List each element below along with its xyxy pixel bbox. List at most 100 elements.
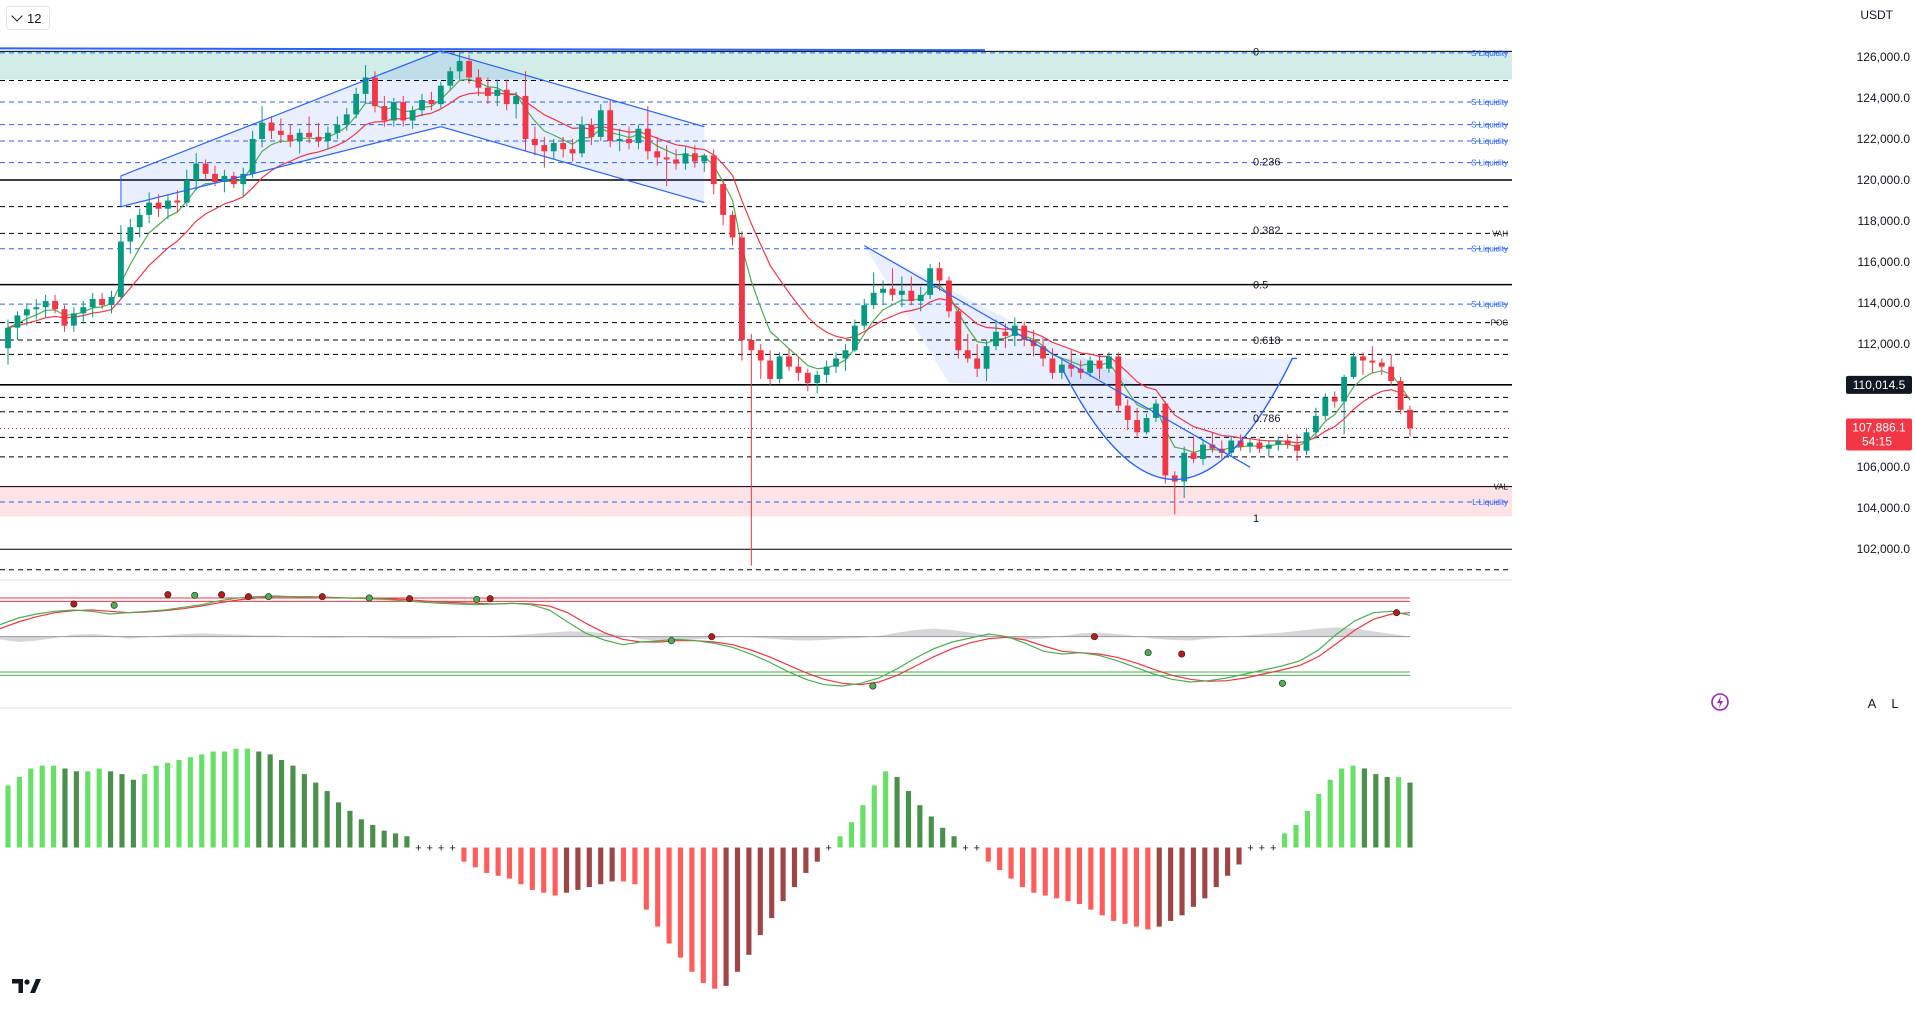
macd-hist-bar	[222, 751, 228, 848]
macd-hist-bar	[1384, 776, 1390, 848]
candle	[494, 79, 501, 107]
candle-body	[1294, 444, 1301, 451]
candle-body	[522, 95, 529, 139]
macd-hist-bar	[620, 847, 627, 882]
macd-hist-bar	[1350, 765, 1356, 848]
candle-body	[409, 110, 416, 121]
macd-hist-bar	[1156, 847, 1162, 927]
auto-scale-button[interactable]: A	[1867, 695, 1877, 711]
macd-hist-bar	[199, 754, 205, 848]
candle-body	[466, 61, 472, 78]
candle-body	[814, 374, 821, 384]
macd-hist-bar	[313, 782, 319, 848]
candle	[33, 298, 40, 320]
candle-body	[654, 151, 661, 158]
candle	[1002, 323, 1009, 349]
candle	[1247, 438, 1253, 453]
macd-hist-bar	[108, 771, 114, 848]
candle-body	[1200, 444, 1206, 459]
candle	[259, 106, 265, 148]
bearish-cross-marker	[708, 633, 716, 641]
candle-body	[1360, 356, 1366, 361]
candle-body	[287, 134, 294, 142]
macd-hist-bar	[951, 836, 957, 848]
macd-hist-bar	[632, 847, 638, 885]
liquidity-label: S Liquidity	[1471, 121, 1508, 130]
macd-cross-mark: +	[962, 843, 968, 855]
trend-lines	[120, 50, 1298, 481]
macd-cross-mark: +	[825, 843, 831, 855]
candle-body	[1378, 362, 1385, 367]
bullish-cross-marker	[365, 594, 373, 602]
candle-body	[644, 128, 651, 152]
candle	[353, 87, 360, 119]
candle	[898, 276, 905, 308]
macd-hist-bar	[381, 830, 387, 848]
candle	[136, 208, 143, 238]
macd-hist-bar	[142, 774, 148, 848]
candle	[230, 171, 237, 189]
candle-body	[1115, 356, 1122, 406]
candle-body	[1181, 452, 1188, 482]
candle-body	[1021, 325, 1028, 340]
lightning-icon[interactable]	[1710, 692, 1730, 712]
candle	[1096, 354, 1103, 379]
candle-body	[710, 155, 717, 185]
candle-body	[212, 173, 218, 183]
macd-hist-bar	[28, 768, 34, 848]
candle-body	[447, 71, 454, 86]
interval-selector[interactable]: 12	[6, 6, 51, 30]
macd-hist-bar	[1145, 847, 1151, 930]
price-tick-label: 112,000.0	[1858, 337, 1911, 351]
bullish-cross-marker	[265, 593, 273, 601]
log-scale-button[interactable]: L	[1891, 695, 1899, 711]
bearish-cross-marker	[1090, 633, 1098, 641]
candle	[334, 116, 341, 139]
falling-channel-lower	[440, 126, 705, 204]
price-tick-label: 116,000.0	[1858, 255, 1911, 269]
macd-hist-bar	[484, 847, 490, 873]
candle	[522, 71, 529, 152]
macd-hist-bar	[1282, 833, 1288, 848]
liquidity-label: L Liquidity	[1472, 498, 1508, 507]
macd-hist-bar	[518, 847, 524, 885]
tradingview-logo-icon	[12, 979, 41, 993]
macd-hist-bar	[1054, 847, 1060, 899]
candle	[466, 54, 472, 84]
macd-hist-bar	[746, 847, 752, 955]
candle-body	[833, 358, 839, 367]
fib-label: 1	[1253, 513, 1259, 525]
macd-hist-bar	[210, 751, 216, 848]
candle-body	[268, 122, 275, 131]
candle-body	[353, 93, 360, 115]
candle-body	[428, 100, 435, 105]
rising-channel-lower	[120, 126, 441, 208]
candle-body	[889, 288, 896, 295]
candle-body	[1284, 440, 1291, 445]
macd-hist-bar	[1361, 768, 1367, 848]
candle-body	[1011, 325, 1018, 336]
candle	[287, 124, 294, 148]
candle	[607, 100, 614, 148]
candle	[390, 97, 397, 127]
quote-currency[interactable]: USDT	[1860, 8, 1893, 22]
bearish-cross-marker	[1393, 609, 1401, 617]
candle	[249, 130, 256, 178]
candle	[833, 352, 839, 373]
candle-body	[1105, 356, 1112, 369]
candle-body	[635, 128, 642, 144]
candle	[691, 145, 698, 168]
candle	[183, 169, 190, 207]
candle	[155, 194, 162, 217]
candle-body	[61, 309, 68, 326]
macd-hist-bar	[1099, 847, 1105, 916]
candle-body	[1190, 452, 1197, 459]
candle	[42, 294, 49, 318]
candle	[701, 153, 708, 172]
candle	[277, 118, 284, 144]
candle-body	[221, 175, 228, 183]
candle	[588, 118, 595, 146]
candle-body	[1388, 366, 1395, 382]
candle-body	[663, 157, 670, 160]
